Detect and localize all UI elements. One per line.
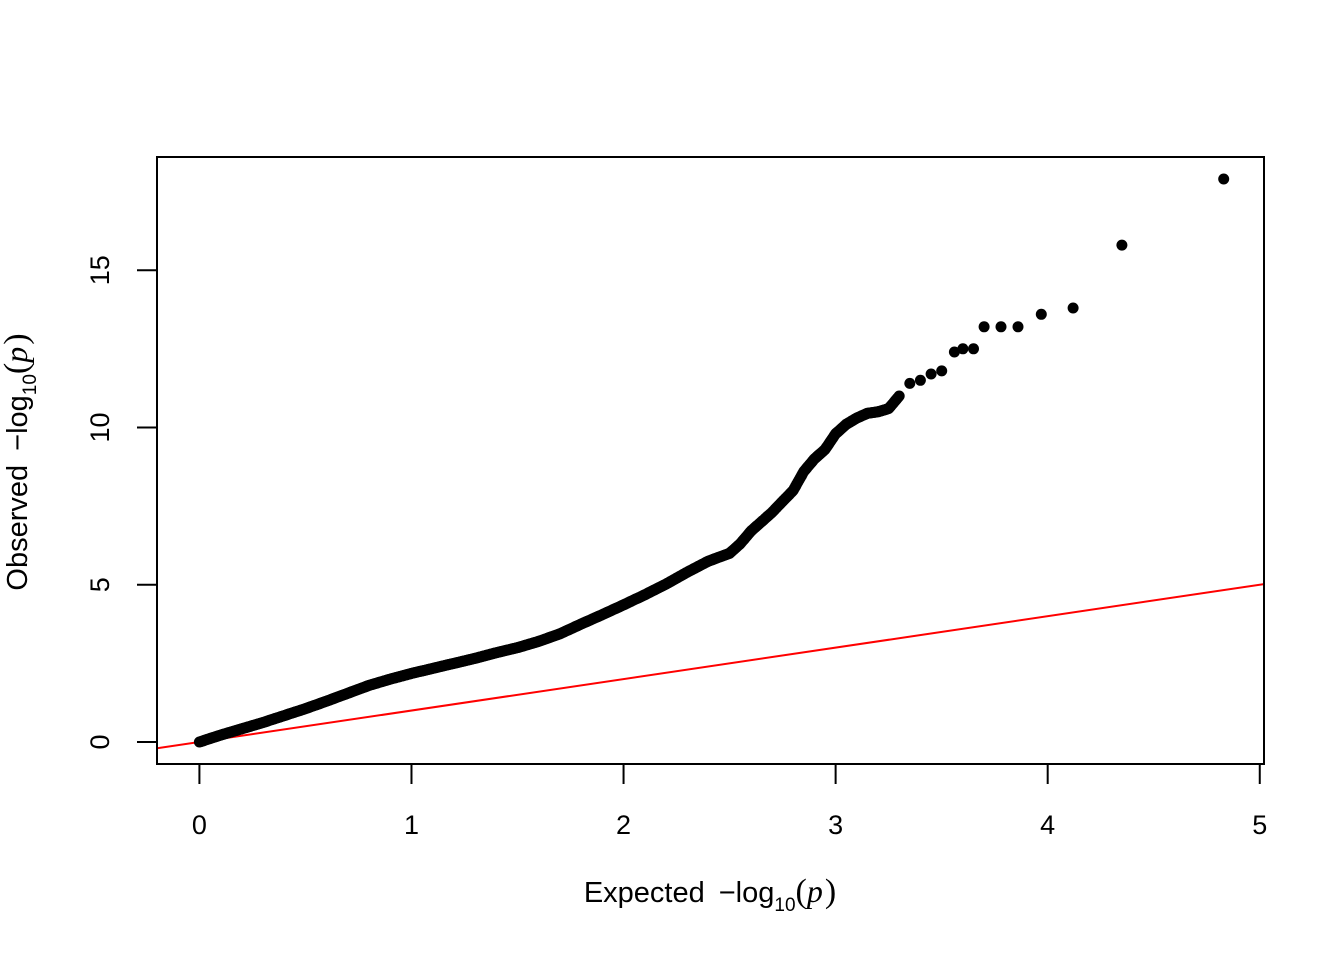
data-point: [936, 365, 948, 377]
x-axis-title-var: p: [805, 873, 823, 909]
reference-line: [157, 583, 1264, 750]
y-axis-title-sub: 10: [20, 374, 41, 395]
data-point: [1067, 302, 1079, 314]
data-point: [1116, 239, 1128, 251]
x-axis-title: Expected −log10(p): [584, 873, 836, 916]
y-axis-title-var: p: [0, 347, 34, 365]
y-axis: 0 5 10 15: [85, 255, 158, 750]
data-point: [925, 368, 937, 380]
x-tick-label: 4: [1040, 810, 1055, 840]
y-tick-label: 0: [85, 734, 115, 749]
y-tick-label: 10: [85, 412, 115, 442]
x-axis-title-prefix: Expected: [584, 877, 705, 909]
data-point: [1012, 321, 1024, 333]
x-tick-label: 2: [616, 810, 631, 840]
y-axis-title: Observed −log10(p): [0, 333, 41, 590]
data-point: [948, 346, 960, 358]
y-axis-title-prefix: Observed: [2, 465, 34, 591]
x-tick-label: 1: [404, 810, 419, 840]
y-axis-title-fn: log: [2, 395, 34, 434]
data-point: [968, 343, 979, 355]
x-axis-title-fn: log: [736, 877, 775, 909]
y-tick-label: 5: [85, 577, 115, 592]
x-axis-title-open: (: [796, 873, 807, 910]
data-point: [957, 343, 969, 355]
data-point: [1218, 173, 1230, 185]
data-point: [893, 390, 905, 402]
data-point: [978, 321, 990, 333]
x-axis-title-sub: 10: [774, 895, 795, 916]
data-point: [914, 374, 926, 386]
data-layer: [157, 173, 1264, 750]
x-axis-title-minus: −: [719, 877, 736, 909]
y-axis-title-open: (: [0, 363, 35, 374]
x-axis: 0 1 2 3 4 5: [192, 763, 1267, 840]
y-axis-title-minus: −: [2, 434, 34, 451]
x-tick-label: 0: [192, 810, 207, 840]
data-point: [1035, 308, 1047, 320]
y-tick-label: 15: [85, 255, 115, 285]
data-point: [995, 321, 1007, 333]
x-axis-title-close: ): [825, 873, 836, 910]
x-tick-label: 3: [828, 810, 843, 840]
data-point: [904, 377, 916, 389]
data-points: [193, 173, 1230, 748]
y-axis-title-close: ): [0, 333, 35, 344]
x-tick-label: 5: [1252, 810, 1267, 840]
